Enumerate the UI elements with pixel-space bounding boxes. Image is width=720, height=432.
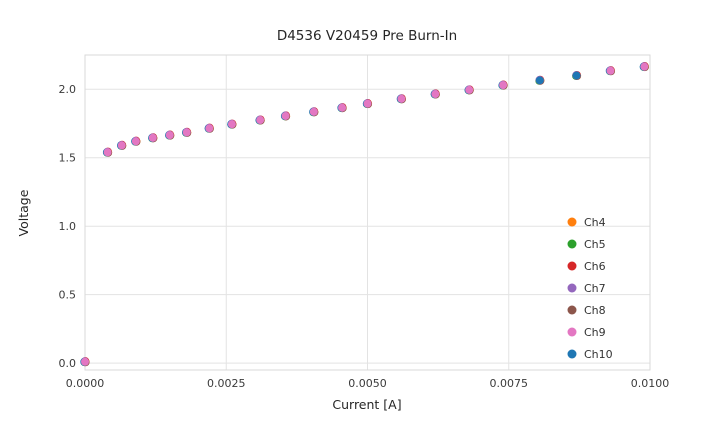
legend-marker-ch8 [567,305,577,315]
y-tick-label: 0.0 [59,357,77,370]
x-tick-label: 0.0100 [631,377,670,390]
y-tick-label: 0.5 [59,289,77,302]
data-point-ch10 [535,76,544,85]
data-point-ch9 [281,111,290,120]
data-point-ch9 [256,116,265,125]
legend-label-ch9: Ch9 [584,326,606,339]
legend-label-ch4: Ch4 [584,216,606,229]
x-tick-label: 0.0050 [348,377,387,390]
data-point-ch9 [103,148,112,157]
plot-border [84,54,651,371]
data-point-ch9 [182,128,191,137]
y-axis-label: Voltage [16,189,31,236]
data-point-ch9 [363,99,372,108]
data-point-ch9 [397,94,406,103]
data-point-ch9 [165,131,174,140]
y-tick-label: 1.0 [59,220,77,233]
data-point-ch9 [465,85,474,94]
x-tick-label: 0.0025 [207,377,246,390]
chart-title: D4536 V20459 Pre Burn-In [277,28,457,44]
legend-marker-ch5 [567,239,577,249]
x-tick-label: 0.0000 [66,377,105,390]
data-point-ch9 [640,62,649,71]
y-tick-label: 1.5 [59,152,77,165]
legend-marker-ch7 [567,283,577,293]
legend-marker-ch4 [567,217,577,227]
data-point-ch9 [309,107,318,116]
data-point-ch9 [117,141,126,150]
data-point-ch9 [431,90,440,99]
legend-label-ch8: Ch8 [584,304,606,317]
legend-marker-ch10 [567,349,577,359]
legend-label-ch7: Ch7 [584,282,606,295]
x-axis-label: Current [A] [332,397,401,412]
data-point-ch9 [338,103,347,112]
data-point-ch9 [205,124,214,133]
data-point-ch9 [499,81,508,90]
data-point-ch9 [131,137,140,146]
data-point-ch9 [81,357,89,366]
data-point-ch9 [148,133,157,142]
legend-marker-ch6 [567,261,577,271]
y-tick-label: 2.0 [59,83,77,96]
legend-label-ch10: Ch10 [584,348,613,361]
data-point-ch9 [227,120,236,129]
legend-marker-ch9 [567,327,577,337]
legend-label-ch6: Ch6 [584,260,606,273]
x-tick-label: 0.0075 [490,377,529,390]
data-point-ch9 [606,66,615,75]
data-point-ch10 [572,71,581,80]
legend-label-ch5: Ch5 [584,238,606,251]
